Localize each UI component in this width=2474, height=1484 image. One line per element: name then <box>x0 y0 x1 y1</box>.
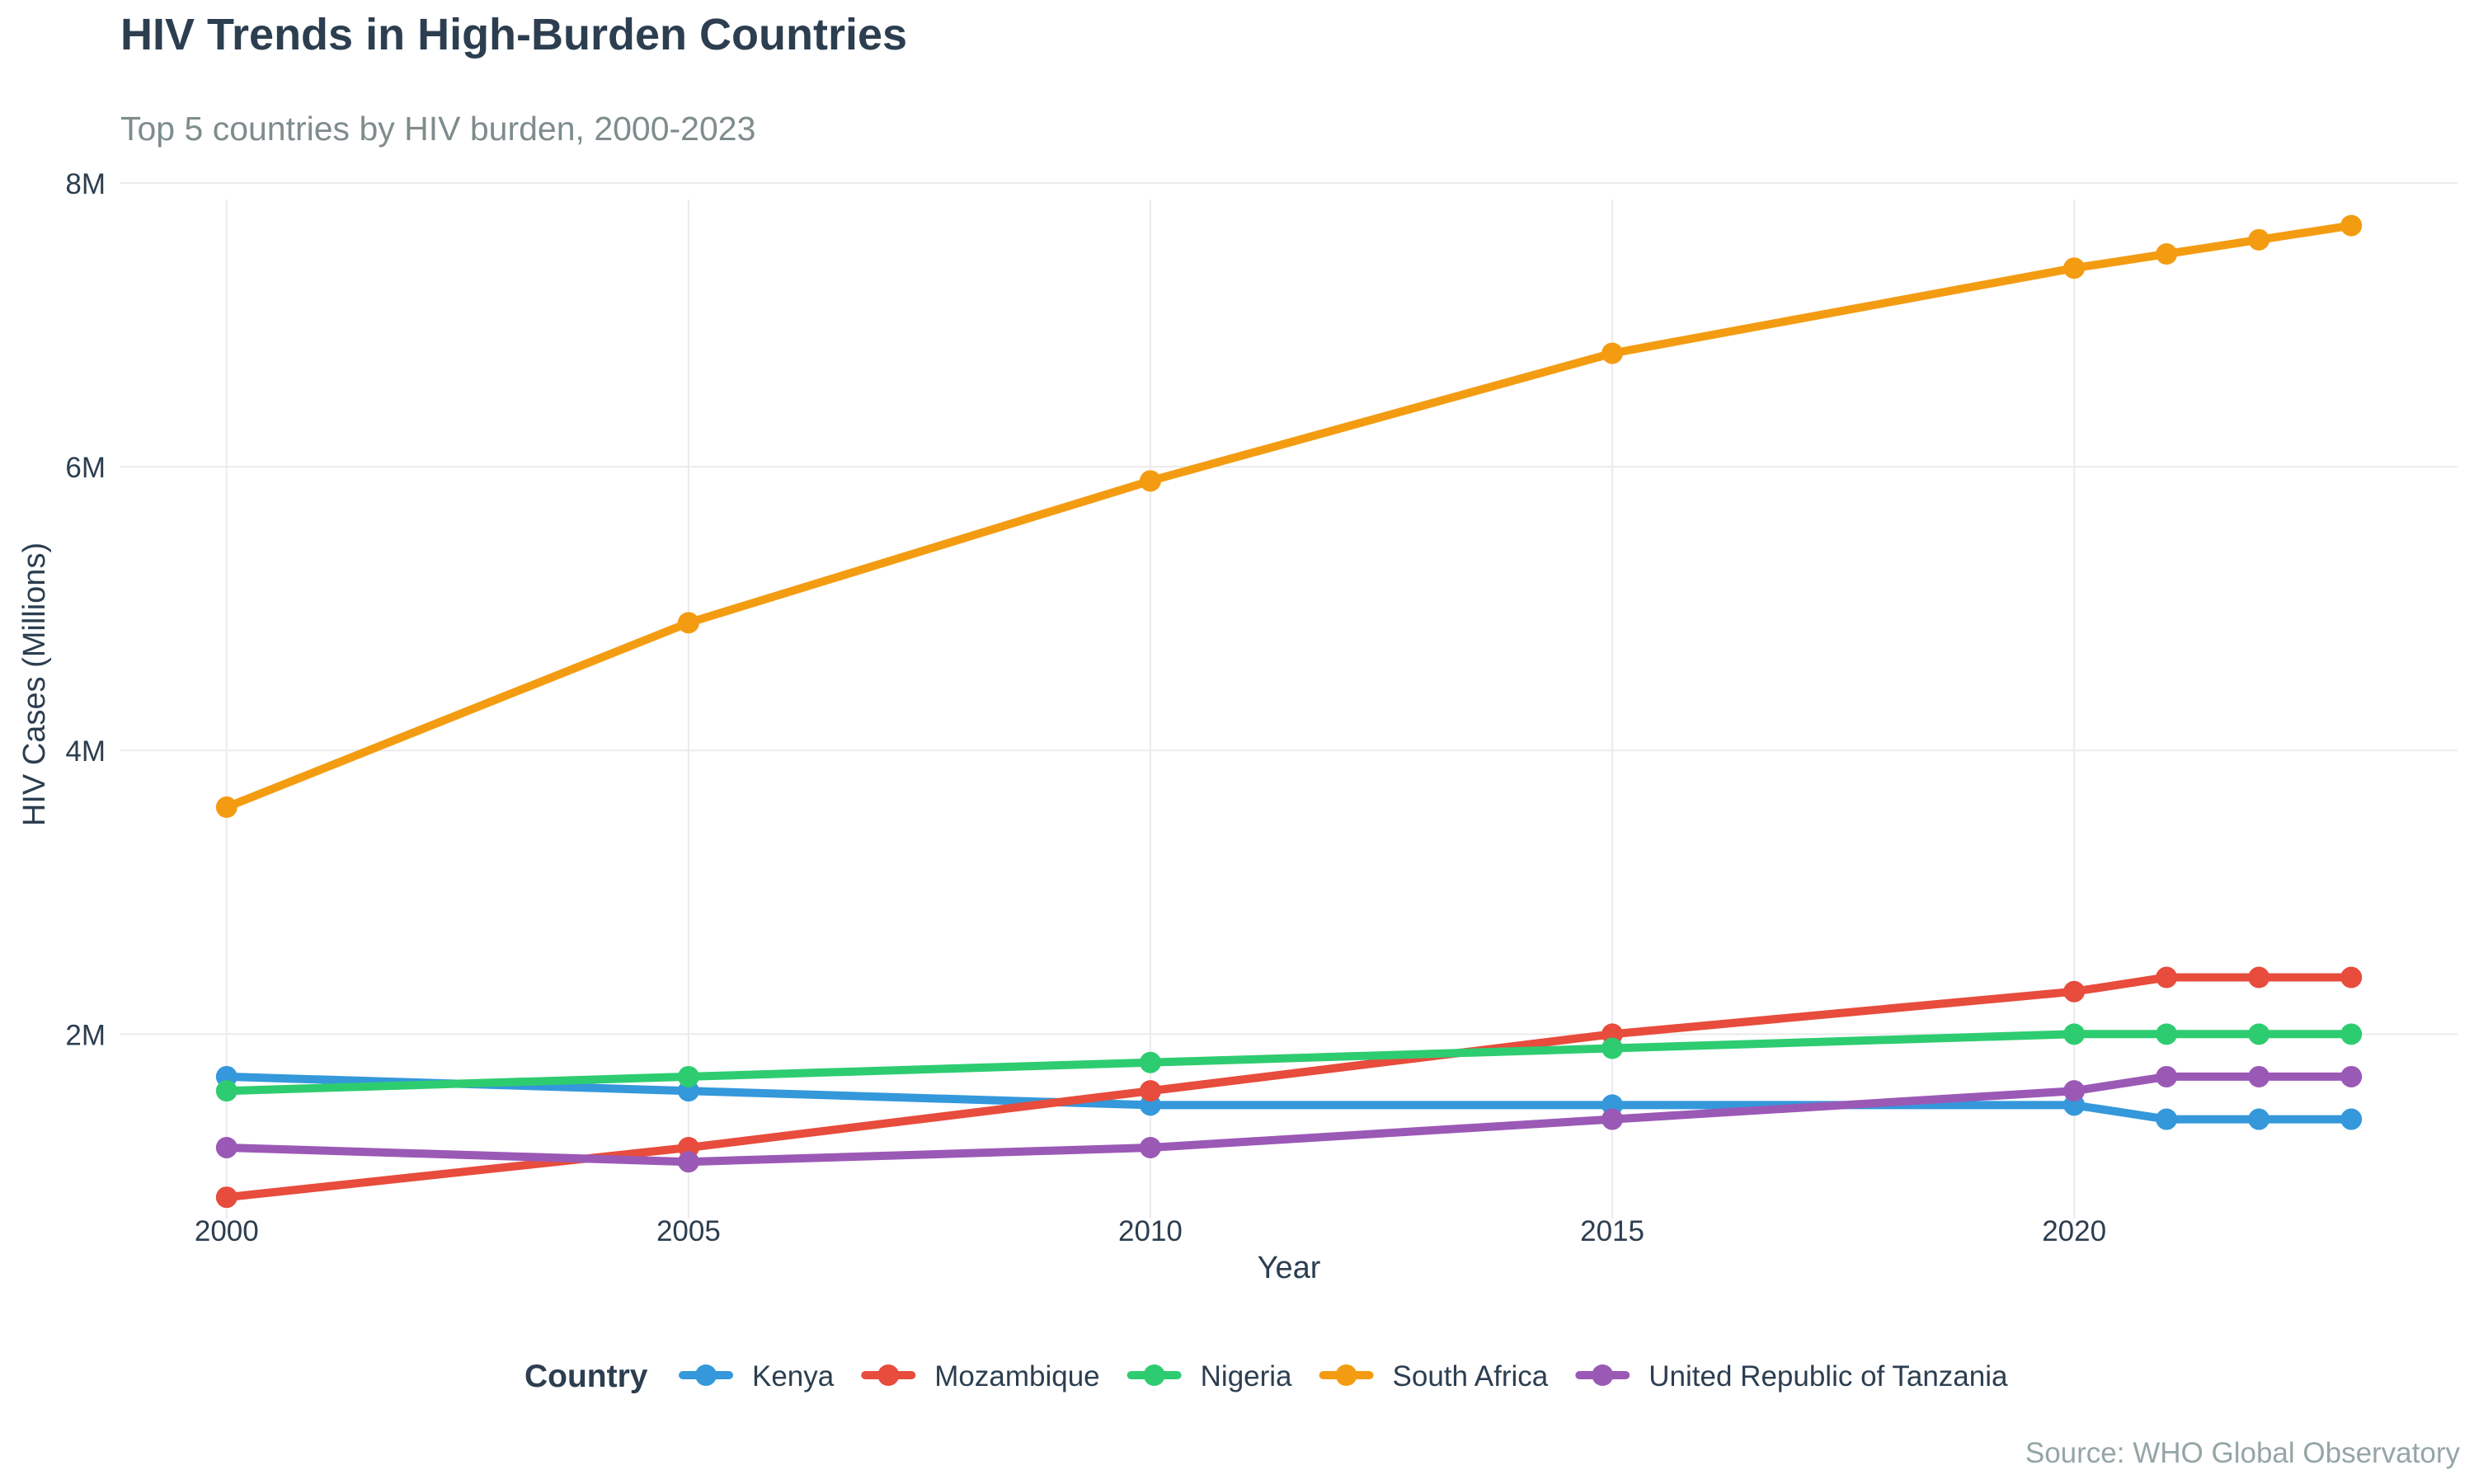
data-point-south-africa-2000 <box>215 796 238 819</box>
data-point-south-africa-2005 <box>677 612 699 634</box>
legend-item-united-republic-of-tanzania: United Republic of Tanzania <box>1575 1360 2008 1392</box>
legend-item-nigeria: Nigeria <box>1126 1360 1292 1392</box>
data-point-united-republic-of-tanzania-2000 <box>215 1136 238 1158</box>
data-point-south-africa-2021 <box>2156 243 2178 265</box>
data-point-mozambique-2010 <box>1139 1080 1161 1102</box>
legend-swatch-point <box>695 1364 717 1386</box>
data-point-kenya-2022 <box>2248 1108 2270 1130</box>
y-axis-title: HIV Cases (Millions) <box>17 542 52 826</box>
legend-label: Nigeria <box>1201 1360 1292 1392</box>
data-point-nigeria-2010 <box>1139 1051 1161 1073</box>
data-point-nigeria-2020 <box>2063 1023 2086 1045</box>
legend-swatch-point <box>877 1364 900 1386</box>
y-tick-label: 4M <box>65 735 106 768</box>
x-axis-title: Year <box>1258 1251 1321 1285</box>
legend-title: Country <box>524 1359 648 1394</box>
data-point-nigeria-2021 <box>2156 1023 2178 1045</box>
series-south-africa <box>215 214 2363 819</box>
data-point-united-republic-of-tanzania-2010 <box>1139 1136 1161 1158</box>
data-point-mozambique-2000 <box>215 1186 238 1209</box>
y-axis-ticks: 2M 4M 6M 8M <box>65 168 106 1051</box>
y-tick-label: 8M <box>65 168 106 200</box>
series-line-south-africa <box>222 221 2356 811</box>
data-point-united-republic-of-tanzania-2023 <box>2340 1065 2363 1087</box>
data-point-south-africa-2010 <box>1139 470 1161 492</box>
x-axis-ticks: 2000 2005 2010 2015 2020 <box>195 1215 2106 1247</box>
x-tick-label: 2010 <box>1118 1215 1183 1247</box>
data-point-south-africa-2023 <box>2340 214 2363 237</box>
data-point-south-africa-2015 <box>1602 342 1624 364</box>
legend-item-south-africa: South Africa <box>1319 1360 1549 1392</box>
legend-label: South Africa <box>1393 1360 1549 1392</box>
data-point-nigeria-2005 <box>677 1065 699 1087</box>
grid <box>120 182 2458 1219</box>
legend-item-mozambique: Mozambique <box>861 1360 1100 1392</box>
data-point-mozambique-2022 <box>2248 966 2270 989</box>
series-line-mozambique <box>222 973 2356 1202</box>
data-point-kenya-2023 <box>2340 1108 2363 1130</box>
x-tick-label: 2020 <box>2042 1215 2106 1247</box>
data-point-mozambique-2023 <box>2340 966 2363 989</box>
chart-title: HIV Trends in High-Burden Countries <box>120 10 907 59</box>
y-tick-label: 2M <box>65 1019 106 1051</box>
series-lines <box>215 214 2363 1209</box>
legend-swatch-point <box>1143 1364 1165 1386</box>
data-point-south-africa-2022 <box>2248 228 2270 251</box>
data-point-south-africa-2020 <box>2063 257 2086 279</box>
data-point-mozambique-2020 <box>2063 980 2086 1003</box>
data-point-united-republic-of-tanzania-2022 <box>2248 1065 2270 1087</box>
chart-subtitle: Top 5 countries by HIV burden, 2000-2023 <box>120 110 755 148</box>
series-united-republic-of-tanzania <box>215 1065 2363 1173</box>
series-nigeria <box>215 1023 2363 1102</box>
data-point-nigeria-2023 <box>2340 1023 2363 1045</box>
data-point-nigeria-2000 <box>215 1080 238 1102</box>
data-point-nigeria-2022 <box>2248 1023 2270 1045</box>
legend-label: Mozambique <box>934 1360 1099 1392</box>
legend-label: Kenya <box>752 1360 835 1392</box>
x-tick-label: 2015 <box>1580 1215 1644 1247</box>
legend: Country Kenya Mozambique Nigeria South Afri… <box>524 1359 2008 1394</box>
chart-caption: Source: WHO Global Observatory <box>2025 1437 2461 1469</box>
legend-swatch-point <box>1592 1364 1614 1386</box>
data-point-kenya-2021 <box>2156 1108 2178 1130</box>
legend-item-kenya: Kenya <box>679 1360 835 1392</box>
series-line-nigeria <box>222 1030 2356 1096</box>
x-tick-label: 2000 <box>195 1215 259 1247</box>
data-point-united-republic-of-tanzania-2021 <box>2156 1065 2178 1087</box>
data-point-mozambique-2021 <box>2156 966 2178 989</box>
series-line-united-republic-of-tanzania <box>222 1072 2356 1167</box>
data-point-united-republic-of-tanzania-2005 <box>677 1151 699 1173</box>
x-tick-label: 2005 <box>656 1215 721 1247</box>
y-tick-label: 6M <box>65 452 106 484</box>
legend-label: United Republic of Tanzania <box>1649 1360 2008 1392</box>
legend-swatch-point <box>1335 1364 1357 1386</box>
data-point-nigeria-2015 <box>1602 1037 1624 1059</box>
data-point-united-republic-of-tanzania-2015 <box>1602 1108 1624 1130</box>
data-point-united-republic-of-tanzania-2020 <box>2063 1080 2086 1102</box>
